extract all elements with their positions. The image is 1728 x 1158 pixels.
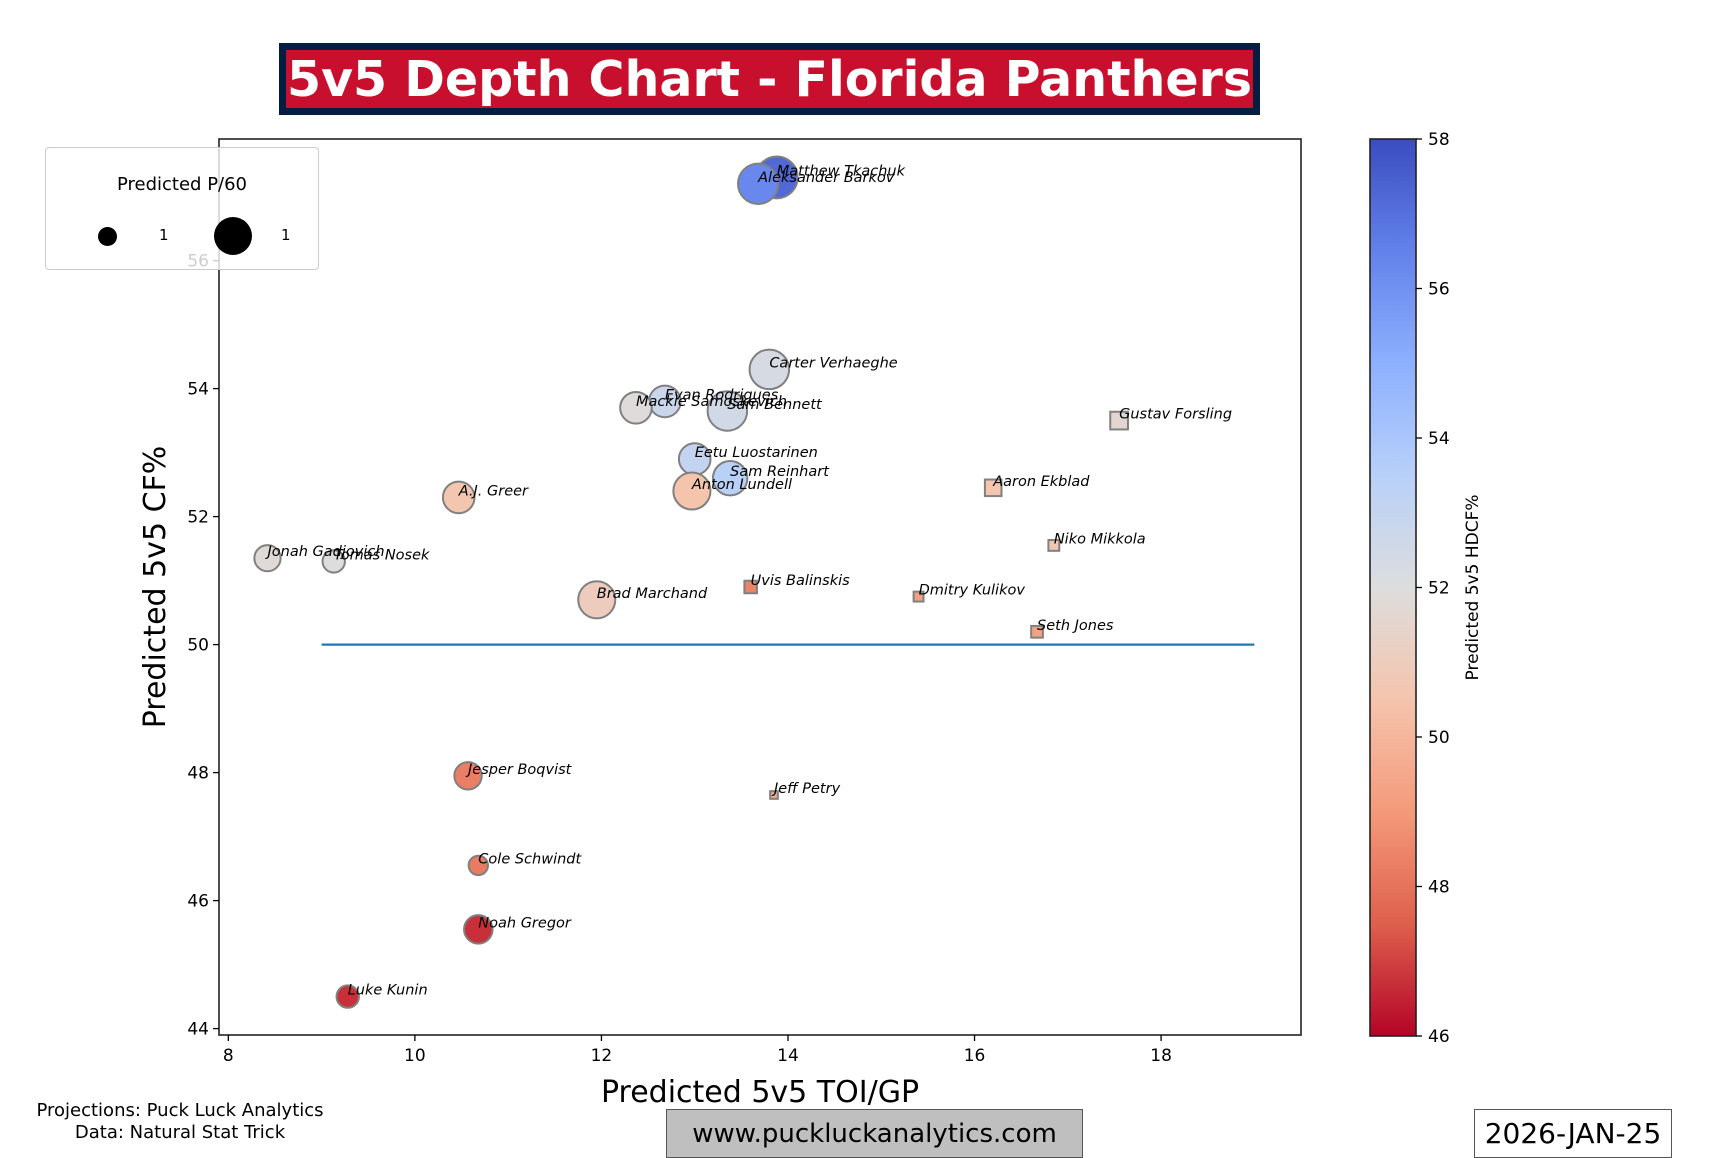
y-tick-label: 44: [187, 1020, 209, 1040]
label-jonah-gadjovich: Jonah Gadjovich: [265, 544, 385, 560]
x-tick-label: 12: [591, 1046, 613, 1066]
data-credit: Data: Natural Stat Trick: [74, 1122, 286, 1143]
credits: Projections: Puck Luck Analytics Data: N…: [10, 1100, 350, 1144]
label-tomas-nosek: Tomas Nosek: [334, 547, 430, 563]
point-cole-schwindt[interactable]: [467, 854, 489, 877]
point-sam-bennett[interactable]: [706, 390, 749, 432]
colorbar: [1369, 138, 1417, 1037]
point-niko-mikkola[interactable]: [1047, 538, 1061, 552]
legend-label-large: 1: [281, 226, 291, 244]
label-aleksander-barkov: Aleksander Barkov: [757, 170, 895, 186]
point-mackie-samoskevich[interactable]: [619, 390, 653, 425]
colorbar-ticks: 46 48 50 52 54 56 58: [1416, 130, 1450, 1047]
colorbar-tick-label: 58: [1428, 130, 1450, 150]
colorbar-tick-label: 52: [1428, 579, 1450, 599]
plot-area: [218, 138, 1302, 1036]
point-uvis-balinskis[interactable]: [743, 579, 758, 595]
data-points: [253, 155, 1129, 1009]
x-tick-label: 8: [223, 1046, 234, 1066]
date-badge: 2026-JAN-25: [1474, 1109, 1672, 1158]
label-sam-reinhart: Sam Reinhart: [730, 464, 830, 480]
point-gustav-forsling[interactable]: [1109, 410, 1129, 431]
label-uvis-balinskis: Uvis Balinskis: [751, 573, 850, 589]
point-noah-gregor[interactable]: [463, 914, 494, 945]
point-sam-reinhart[interactable]: [711, 459, 749, 497]
point-jeff-petry[interactable]: [769, 790, 779, 800]
website-link[interactable]: www.puckluckanalytics.com: [666, 1109, 1083, 1158]
size-legend: Predicted P/60 1 1: [45, 147, 319, 270]
label-anton-lundell: Anton Lundell: [691, 477, 792, 493]
label-matthew-tkachuk: Matthew Tkachuk: [777, 163, 906, 179]
colorbar-tick-label: 56: [1428, 280, 1450, 300]
x-tick-label: 10: [404, 1046, 426, 1066]
label-evan-rodrigues: Evan Rodrigues: [665, 387, 779, 403]
label-luke-kunin: Luke Kunin: [348, 983, 428, 999]
label-dmitry-kulikov: Dmitry Kulikov: [919, 583, 1026, 599]
point-tomas-nosek[interactable]: [321, 549, 346, 574]
point-brad-marchand[interactable]: [577, 580, 617, 620]
label-gustav-forsling: Gustav Forsling: [1119, 407, 1232, 423]
y-axis-label: Predicted 5v5 CF%: [138, 446, 173, 729]
x-axis-ticks: 8 10 12 14 16 18: [223, 1035, 1172, 1066]
label-seth-jones: Seth Jones: [1037, 618, 1114, 634]
x-tick-label: 16: [964, 1046, 986, 1066]
y-tick-label: 46: [187, 892, 209, 912]
legend-label-small: 1: [159, 226, 169, 244]
label-sam-bennett: Sam Bennett: [727, 397, 823, 413]
label-cole-schwindt: Cole Schwindt: [478, 851, 582, 867]
y-axis-ticks: 44464850525456: [187, 252, 219, 1040]
point-luke-kunin[interactable]: [335, 984, 360, 1009]
point-aaron-ekblad[interactable]: [983, 478, 1003, 498]
point-aleksander-barkov[interactable]: [736, 162, 780, 205]
label-jesper-boqvist: Jesper Boqvist: [465, 762, 573, 778]
label-carter-verhaeghe: Carter Verhaeghe: [769, 355, 897, 371]
y-tick-label: 48: [187, 764, 209, 784]
y-tick-label: 54: [187, 380, 209, 400]
label-aaron-ekblad: Aaron Ekblad: [992, 474, 1090, 490]
label-noah-gregor: Noah Gregor: [478, 915, 572, 931]
legend-marker-large: [214, 217, 252, 255]
point-carter-verhaeghe[interactable]: [748, 348, 791, 391]
label-niko-mikkola: Niko Mikkola: [1054, 531, 1146, 547]
colorbar-label: Predicted 5v5 HDCF%: [1463, 495, 1483, 681]
y-tick-label: 50: [187, 636, 209, 656]
label-brad-marchand: Brad Marchand: [597, 586, 708, 602]
point-jesper-boqvist[interactable]: [453, 761, 483, 791]
label-a-j-greer: A.J. Greer: [458, 483, 529, 499]
point-jonah-gadjovich[interactable]: [253, 544, 282, 573]
chart-title-banner: 5v5 Depth Chart - Florida Panthers: [279, 43, 1260, 115]
projections-credit: Projections: Puck Luck Analytics: [36, 1100, 324, 1121]
point-a-j-greer[interactable]: [441, 480, 476, 515]
label-jeff-petry: Jeff Petry: [771, 781, 841, 797]
legend-marker-small: [98, 227, 117, 246]
x-axis-label: Predicted 5v5 TOI/GP: [601, 1075, 919, 1110]
label-eetu-luostarinen: Eetu Luostarinen: [695, 445, 818, 461]
point-seth-jones[interactable]: [1030, 624, 1044, 639]
point-dmitry-kulikov[interactable]: [912, 590, 925, 603]
legend-title: Predicted P/60: [116, 174, 248, 195]
colorbar-tick-label: 50: [1428, 728, 1450, 748]
chart-title: 5v5 Depth Chart - Florida Panthers: [287, 50, 1252, 108]
point-anton-lundell[interactable]: [672, 471, 712, 511]
x-tick-label: 18: [1150, 1046, 1172, 1066]
x-tick-label: 14: [777, 1046, 799, 1066]
colorbar-tick-label: 48: [1428, 878, 1450, 898]
colorbar-tick-label: 46: [1428, 1027, 1450, 1047]
label-mackie-samoskevich: Mackie Samoskevich: [636, 394, 787, 410]
colorbar-tick-label: 54: [1428, 429, 1450, 449]
y-tick-label: 52: [187, 508, 209, 528]
